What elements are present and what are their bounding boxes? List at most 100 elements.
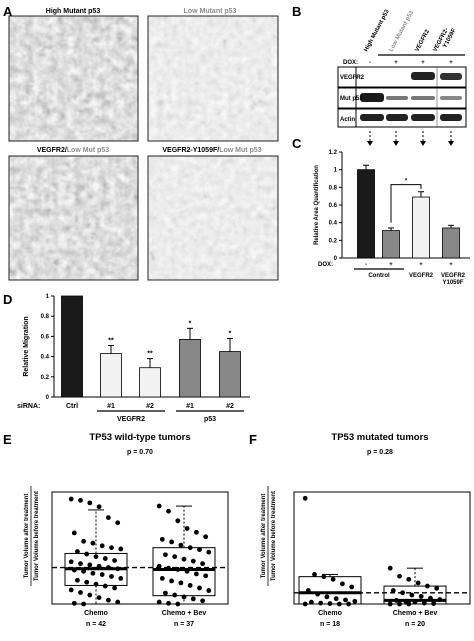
f-plot-frame: [293, 491, 471, 605]
e-data-point: [206, 549, 212, 555]
d-x-tick-label: #2: [226, 403, 234, 410]
e-data-point: [71, 600, 77, 606]
e-data-point: [96, 563, 102, 569]
e-data-point: [172, 554, 178, 560]
e-data-point: [181, 594, 187, 600]
micrograph-vegfr2-y1059f-low-mut-p53: [147, 155, 279, 281]
d-bar: [61, 295, 83, 398]
c-significance-star: *: [405, 179, 408, 185]
chart-f: TP53 mutated tumors p = 0.28 Tumor Volume …: [261, 432, 471, 628]
f-y-label-numerator: Tumor Volume after treatment: [261, 494, 267, 579]
e-data-point: [90, 540, 96, 546]
blot-mut-p53: Mut p53: [337, 87, 467, 109]
e-data-point: [184, 526, 190, 531]
d-y-tick-label: 0.4: [41, 355, 50, 361]
e-data-point: [175, 518, 181, 524]
d-bar: [179, 339, 201, 398]
e-data-point: [175, 567, 181, 572]
d-significance-star: *: [189, 320, 192, 327]
f-p-value: p = 0.28: [367, 449, 393, 456]
e-data-point: [190, 558, 196, 564]
e-data-point: [93, 581, 99, 587]
e-data-point: [109, 545, 114, 551]
blot-band-label-vegfr2: VEGFR2: [340, 75, 365, 81]
f-data-point: [349, 584, 355, 590]
e-p-value: p = 0.70: [127, 449, 153, 456]
c-bar: [442, 227, 460, 259]
e-data-point: [93, 554, 99, 560]
c-group-label: Y1059F: [442, 280, 463, 286]
e-data-point: [115, 599, 121, 605]
e-data-point: [159, 576, 165, 581]
f-data-point: [321, 574, 327, 580]
e-data-point: [68, 587, 74, 593]
image-1-title: High Mutant p53: [46, 8, 101, 15]
c-dox-value: +: [389, 262, 393, 268]
blot-col-low-mutant: Low Mutant p53: [388, 10, 415, 53]
blot-to-chart-arrows: [367, 131, 454, 146]
d-significance-star: **: [147, 351, 153, 358]
f-data-point: [406, 576, 412, 582]
f-data-point: [394, 598, 399, 603]
e-data-point: [106, 565, 111, 570]
e-data-point: [71, 530, 77, 536]
f-data-point: [409, 592, 415, 598]
e-data-point: [206, 588, 212, 593]
e-data-point: [75, 577, 80, 583]
e-y-label-numerator: Tumor Volume after treatment: [24, 494, 30, 579]
panel-c-label: C: [292, 136, 302, 151]
panel-b-label: B: [292, 4, 301, 19]
e-data-point: [169, 539, 175, 545]
e-data-point: [194, 529, 199, 535]
f-data-point: [406, 601, 412, 607]
f-data-point: [425, 583, 430, 589]
e-data-point: [166, 508, 171, 514]
e-data-point: [81, 601, 86, 607]
e-data-point: [163, 552, 168, 558]
blot-col-vegfr2: VEGFR2: [414, 28, 431, 53]
d-y-tick-label: 0.6: [41, 334, 50, 340]
e-data-point: [187, 545, 193, 551]
chart-e: TP53 wild-type tumors p = 0.70 Tumor Volum…: [24, 432, 229, 628]
panel-d-label: D: [3, 292, 12, 307]
e-data-point: [159, 536, 165, 542]
e-data-point: [106, 597, 111, 603]
e-group-n: n = 42: [86, 621, 106, 628]
f-data-point: [415, 580, 421, 586]
c-significance-bracket: [390, 184, 422, 223]
d-x-tick-label: #2: [146, 403, 154, 410]
f-data-point: [421, 600, 427, 606]
e-data-point: [99, 572, 105, 577]
e-data-point: [194, 571, 199, 577]
panel-f-label: F: [249, 432, 257, 447]
c-y-tick-label: 1.2: [329, 150, 338, 156]
f-group-name: Chemo + Bev: [393, 610, 438, 617]
c-y-tick-label: 0: [334, 256, 338, 262]
e-data-point: [118, 546, 124, 552]
d-x-tick-label: Ctrl: [66, 403, 78, 410]
blot-dox-1: -: [369, 60, 371, 66]
f-data-point: [327, 601, 333, 606]
d-x-prefix: siRNA:: [17, 403, 40, 410]
f-data-point: [428, 595, 433, 601]
c-y-tick-label: 0.6: [329, 203, 338, 209]
d-x-tick-label: #1: [186, 403, 194, 410]
e-data-point: [78, 590, 83, 595]
f-data-point: [336, 601, 342, 607]
c-dox-value: -: [365, 262, 367, 268]
blot-col-vegfr2-y1059f: VEGFR2-Y1059F: [432, 24, 457, 56]
f-data-point: [343, 597, 348, 603]
e-title: TP53 wild-type tumors: [89, 432, 190, 443]
e-data-point: [115, 520, 121, 526]
c-y-tick-label: 0.4: [329, 221, 338, 227]
d-y-tick-label: 0.8: [41, 314, 50, 320]
c-group-label: VEGFR2: [409, 273, 434, 279]
f-data-point: [437, 597, 443, 602]
f-data-point: [312, 572, 317, 577]
f-data-point: [302, 495, 308, 501]
e-data-point: [118, 576, 124, 581]
blot-col-high-mutant: High Mutant p53: [363, 8, 391, 53]
e-data-point: [187, 583, 193, 588]
micrograph-high-mutant-p53: [8, 15, 139, 142]
